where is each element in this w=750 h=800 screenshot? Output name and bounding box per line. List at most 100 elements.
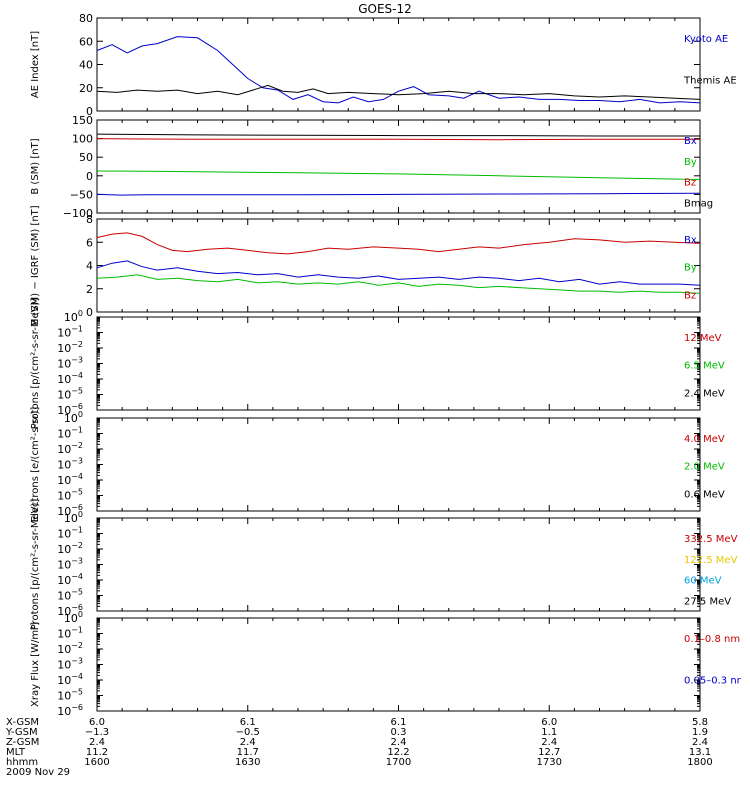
footer-value: 11.2 [86,747,108,758]
y-tick-label: 60 [79,35,93,48]
footer-value: −0.5 [236,727,260,738]
footer-value: 6.1 [391,717,407,728]
legend-entry: 332.5 MeV [684,534,738,545]
y-tick-label: 10−5 [57,688,83,703]
footer-value: 1700 [386,757,411,768]
legend-entry: By [684,157,697,168]
legend-entry: 122.5 MeV [684,555,738,566]
legend-entry: 6.5 MeV [684,361,725,372]
footer-value: 11.7 [237,747,259,758]
y-tick-label: −50 [70,188,93,201]
legend-entry: 27.5 MeV [684,596,731,607]
footer-value: 12.7 [538,747,560,758]
y-tick-label: 10−5 [57,488,83,503]
panel-frame [96,617,701,712]
y-tick-label: 6 [86,236,93,249]
y-axis-label: Protons [p/(cm²-s-sr-MeV)] [30,298,41,430]
y-tick-label: 100 [64,510,83,525]
y-tick-label: 40 [79,59,93,72]
series-line-themis-ae [96,84,701,100]
series-line-kyoto-ae [96,36,701,104]
legend-entry: Bz [684,290,696,301]
plot-title: GOES-12 [358,2,412,16]
footer-value: 13.1 [689,747,711,758]
panel-frame [96,316,701,411]
series-line-bx [96,192,701,196]
legend-entry: 0.6 MeV [684,489,725,500]
y-tick-label: 10−3 [57,457,83,472]
series-line-bz [96,138,700,141]
legend-entry: 60 MeV [684,576,722,587]
legend-entry: 4.0 MeV [684,434,725,445]
y-tick-label: 0 [86,170,93,183]
y-tick-label: 10−3 [57,356,83,371]
footer-value: 2.4 [541,737,557,748]
y-tick-label: 10−6 [57,703,83,718]
panel-3: 0 2 4 6 8 B (SM) − IGRF (SM) [nT] Bx By Bz [30,205,701,326]
y-tick-label: 10−4 [57,572,83,587]
y-tick-label: 10−2 [57,541,83,556]
legend-entry: 2.0 MeV [684,462,725,473]
y-tick-label: 10−2 [57,340,83,355]
footer-row-label: MLT [6,747,26,758]
y-tick-label: −100 [63,207,93,220]
footer-value: 12.2 [387,747,409,758]
footer-value: 1600 [84,757,109,768]
y-axis-label: Xray Flux [W/m²] [30,622,41,707]
footer-row-label: hhmm [6,757,38,768]
y-tick-label: 2 [86,283,93,296]
y-axis-label: AE Index [nT] [30,31,41,98]
y-tick-label: 100 [64,610,83,625]
y-tick-label: 0 [86,306,93,319]
series-line-bmag [96,133,700,137]
footer-value: 1.9 [692,727,708,738]
footer-value: 0.3 [391,727,407,738]
footer-value: 5.8 [692,717,708,728]
legend-entry: 0.05–0.3 nr [684,676,742,687]
y-tick-label: 10−5 [57,387,83,402]
panel-frame [96,517,701,612]
footer-value: 1630 [235,757,260,768]
footer-row-label: Z-GSM [6,737,39,748]
y-tick-label: 10−1 [57,325,83,340]
footer-value: 2.4 [89,737,105,748]
y-tick-label: 10−1 [57,426,83,441]
y-axis-label: Protons [p/(cm²-s-sr-MeV)] [30,499,41,631]
footer-value: 6.1 [240,717,256,728]
y-tick-label: 0 [86,105,93,118]
footer-value: 6.0 [89,717,105,728]
y-tick-label: 10−4 [57,672,83,687]
y-tick-label: 10−2 [57,441,83,456]
y-tick-label: 50 [79,151,93,164]
legend-entry: Kyoto AE [684,34,728,45]
panel-frame [96,417,701,512]
y-axis-label: B (SM) [nT] [30,138,41,194]
legend-entry: Themis AE [683,76,737,87]
series-line-by [96,170,701,180]
footer-value: 2.4 [692,737,708,748]
y-tick-label: 8 [86,213,93,226]
y-tick-label: 100 [64,410,83,425]
legend-entry: By [684,263,697,274]
legend-entry: Bx [684,136,697,147]
footer-value: 6.0 [541,717,557,728]
y-tick-label: 10−1 [57,626,83,641]
footer-ephemeris: X-GSMY-GSMZ-GSMMLThhmm6.0−1.32.411.21600… [5,717,713,778]
y-tick-label: 20 [79,82,93,95]
footer-value: −1.3 [85,727,109,738]
panel-2: −100 −50 0 50 100 150 B (SM) [nT] Bx By Bz Bmag [30,114,713,220]
legend-entry: Bmag [684,198,713,209]
footer-value: 2.4 [391,737,407,748]
legend-entry: 0.1–0.8 nm [684,634,740,645]
panel-1: 0 20 40 60 80 AE Index [nT] Kyoto AE Themis AE [30,12,737,118]
y-tick-label: 150 [72,114,93,127]
series-line-bz [96,232,701,255]
y-axis-label: B (SM) − IGRF (SM) [nT] [30,205,41,325]
footer-value: 1730 [537,757,562,768]
y-tick-label: 80 [79,12,93,25]
y-tick-label: 10−4 [57,371,83,386]
